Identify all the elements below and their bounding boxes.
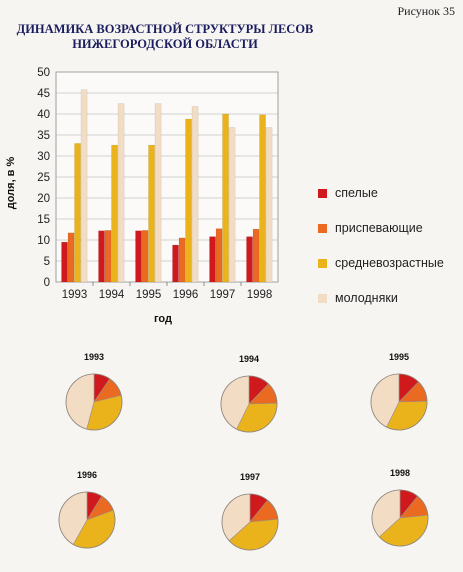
bar-ripe-1994 xyxy=(98,230,105,283)
bar-ripe-1998 xyxy=(246,236,253,283)
bar-young-1994 xyxy=(117,103,125,283)
legend-label-middle-aged: средневозрастные xyxy=(335,256,444,270)
bar-middle-aged-1996 xyxy=(185,118,192,283)
figure-label: Рисунок 35 xyxy=(397,4,455,18)
y-tick-label: 25 xyxy=(37,172,50,184)
pie-chart-1994 xyxy=(220,375,278,433)
legend-item-middle-aged: средневозрастные xyxy=(318,250,444,276)
y-tick-label: 45 xyxy=(37,88,50,100)
legend-swatch-maturing xyxy=(318,223,327,233)
chart-title-line-1: ДИНАМИКА ВОЗРАСТНОЙ СТРУКТУРЫ ЛЕСОВ xyxy=(16,22,314,36)
x-tick-label-1993: 1993 xyxy=(62,289,88,301)
bar-young-1995 xyxy=(154,103,162,283)
y-tick-label: 20 xyxy=(37,193,50,205)
bar-maturing-1998 xyxy=(252,228,260,283)
bar-young-1998 xyxy=(265,127,273,283)
pie-1997: 1997 xyxy=(190,472,310,572)
legend-swatch-middle-aged xyxy=(318,258,327,268)
bar-maturing-1997 xyxy=(215,228,223,283)
x-tick-label-1996: 1996 xyxy=(173,289,199,301)
pie-outline xyxy=(65,373,123,431)
legend: спелые приспевающие средневозрастные мол… xyxy=(318,180,444,320)
bar-ripe-1995 xyxy=(135,230,142,283)
bar-young-1993 xyxy=(80,89,88,283)
bar-middle-aged-1997 xyxy=(222,113,229,283)
pie-title-1995: 1995 xyxy=(388,352,410,362)
pie-outline xyxy=(371,489,429,547)
pie-chart-1996 xyxy=(58,491,116,549)
pie-title-1998: 1998 xyxy=(389,468,411,478)
bar-maturing-1993 xyxy=(67,232,75,283)
x-tick-label-1997: 1997 xyxy=(210,289,236,301)
x-tick-label-1998: 1998 xyxy=(247,289,273,301)
bar-middle-aged-1994 xyxy=(111,144,118,283)
y-tick-label: 15 xyxy=(37,214,50,226)
bar-axes: 0 5 10 15 20 25 30 35 40 45 50 1993 1994 1995 1996 1997… xyxy=(37,67,272,301)
pie-outline xyxy=(58,491,116,549)
y-tick-label: 35 xyxy=(37,130,50,142)
pie-title-1993: 1993 xyxy=(83,352,105,362)
legend-swatch-ripe xyxy=(318,188,327,198)
legend-swatch-young xyxy=(318,293,327,303)
bar-middle-aged-1998 xyxy=(259,114,266,283)
pie-1995: 1995 xyxy=(339,352,459,452)
chart-title-line-2: НИЖЕГОРОДСКОЙ ОБЛАСТИ xyxy=(72,37,258,51)
pie-chart-1995 xyxy=(370,373,428,431)
pie-title-1996: 1996 xyxy=(76,470,98,480)
y-tick-label: 30 xyxy=(37,151,50,163)
pie-outline xyxy=(370,373,428,431)
y-tick-label: 5 xyxy=(44,256,50,268)
y-tick-label: 50 xyxy=(37,67,50,79)
bar-young-1997 xyxy=(228,127,236,283)
legend-label-young: молодняки xyxy=(335,291,398,305)
x-tick-label-1995: 1995 xyxy=(136,289,162,301)
pie-1993: 1993 xyxy=(34,352,154,452)
bar-ripe-1996 xyxy=(172,244,179,283)
legend-item-ripe: спелые xyxy=(318,180,444,206)
y-tick-label: 40 xyxy=(37,109,50,121)
bar-middle-aged-1993 xyxy=(74,143,81,283)
chart-title: ДИНАМИКА ВОЗРАСТНОЙ СТРУКТУРЫ ЛЕСОВ НИЖЕ… xyxy=(0,22,330,52)
bar-series xyxy=(61,89,273,283)
pie-chart-1998 xyxy=(371,489,429,547)
legend-label-ripe: спелые xyxy=(335,186,378,200)
pie-outline xyxy=(220,375,278,433)
y-axis-label: доля, в % xyxy=(5,157,17,210)
bar-maturing-1994 xyxy=(104,230,112,283)
pie-outline xyxy=(221,493,279,551)
pie-1996: 1996 xyxy=(27,470,147,570)
bar-maturing-1995 xyxy=(141,230,149,283)
pie-title-1997: 1997 xyxy=(239,472,261,482)
legend-label-maturing: приспевающие xyxy=(335,221,423,235)
pie-1994: 1994 xyxy=(189,354,309,454)
x-axis-label: год xyxy=(154,313,172,325)
legend-item-maturing: приспевающие xyxy=(318,215,444,241)
bar-middle-aged-1995 xyxy=(148,144,155,283)
y-tick-label: 10 xyxy=(37,235,50,247)
pie-chart-1997 xyxy=(221,493,279,551)
pie-1998: 1998 xyxy=(340,468,460,568)
pie-title-1994: 1994 xyxy=(238,354,260,364)
y-tick-label: 0 xyxy=(44,277,50,289)
legend-item-young: молодняки xyxy=(318,285,444,311)
bar-ripe-1993 xyxy=(61,241,68,283)
pie-chart-1993 xyxy=(65,373,123,431)
bar-chart: 0 5 10 15 20 25 30 35 40 45 50 1993 1994 1995 1996 1997… xyxy=(5,67,279,325)
bar-maturing-1996 xyxy=(178,237,186,283)
bar-ripe-1997 xyxy=(209,236,216,283)
x-tick-label-1994: 1994 xyxy=(99,289,125,301)
bar-grid xyxy=(55,71,279,283)
bar-young-1996 xyxy=(191,106,199,283)
